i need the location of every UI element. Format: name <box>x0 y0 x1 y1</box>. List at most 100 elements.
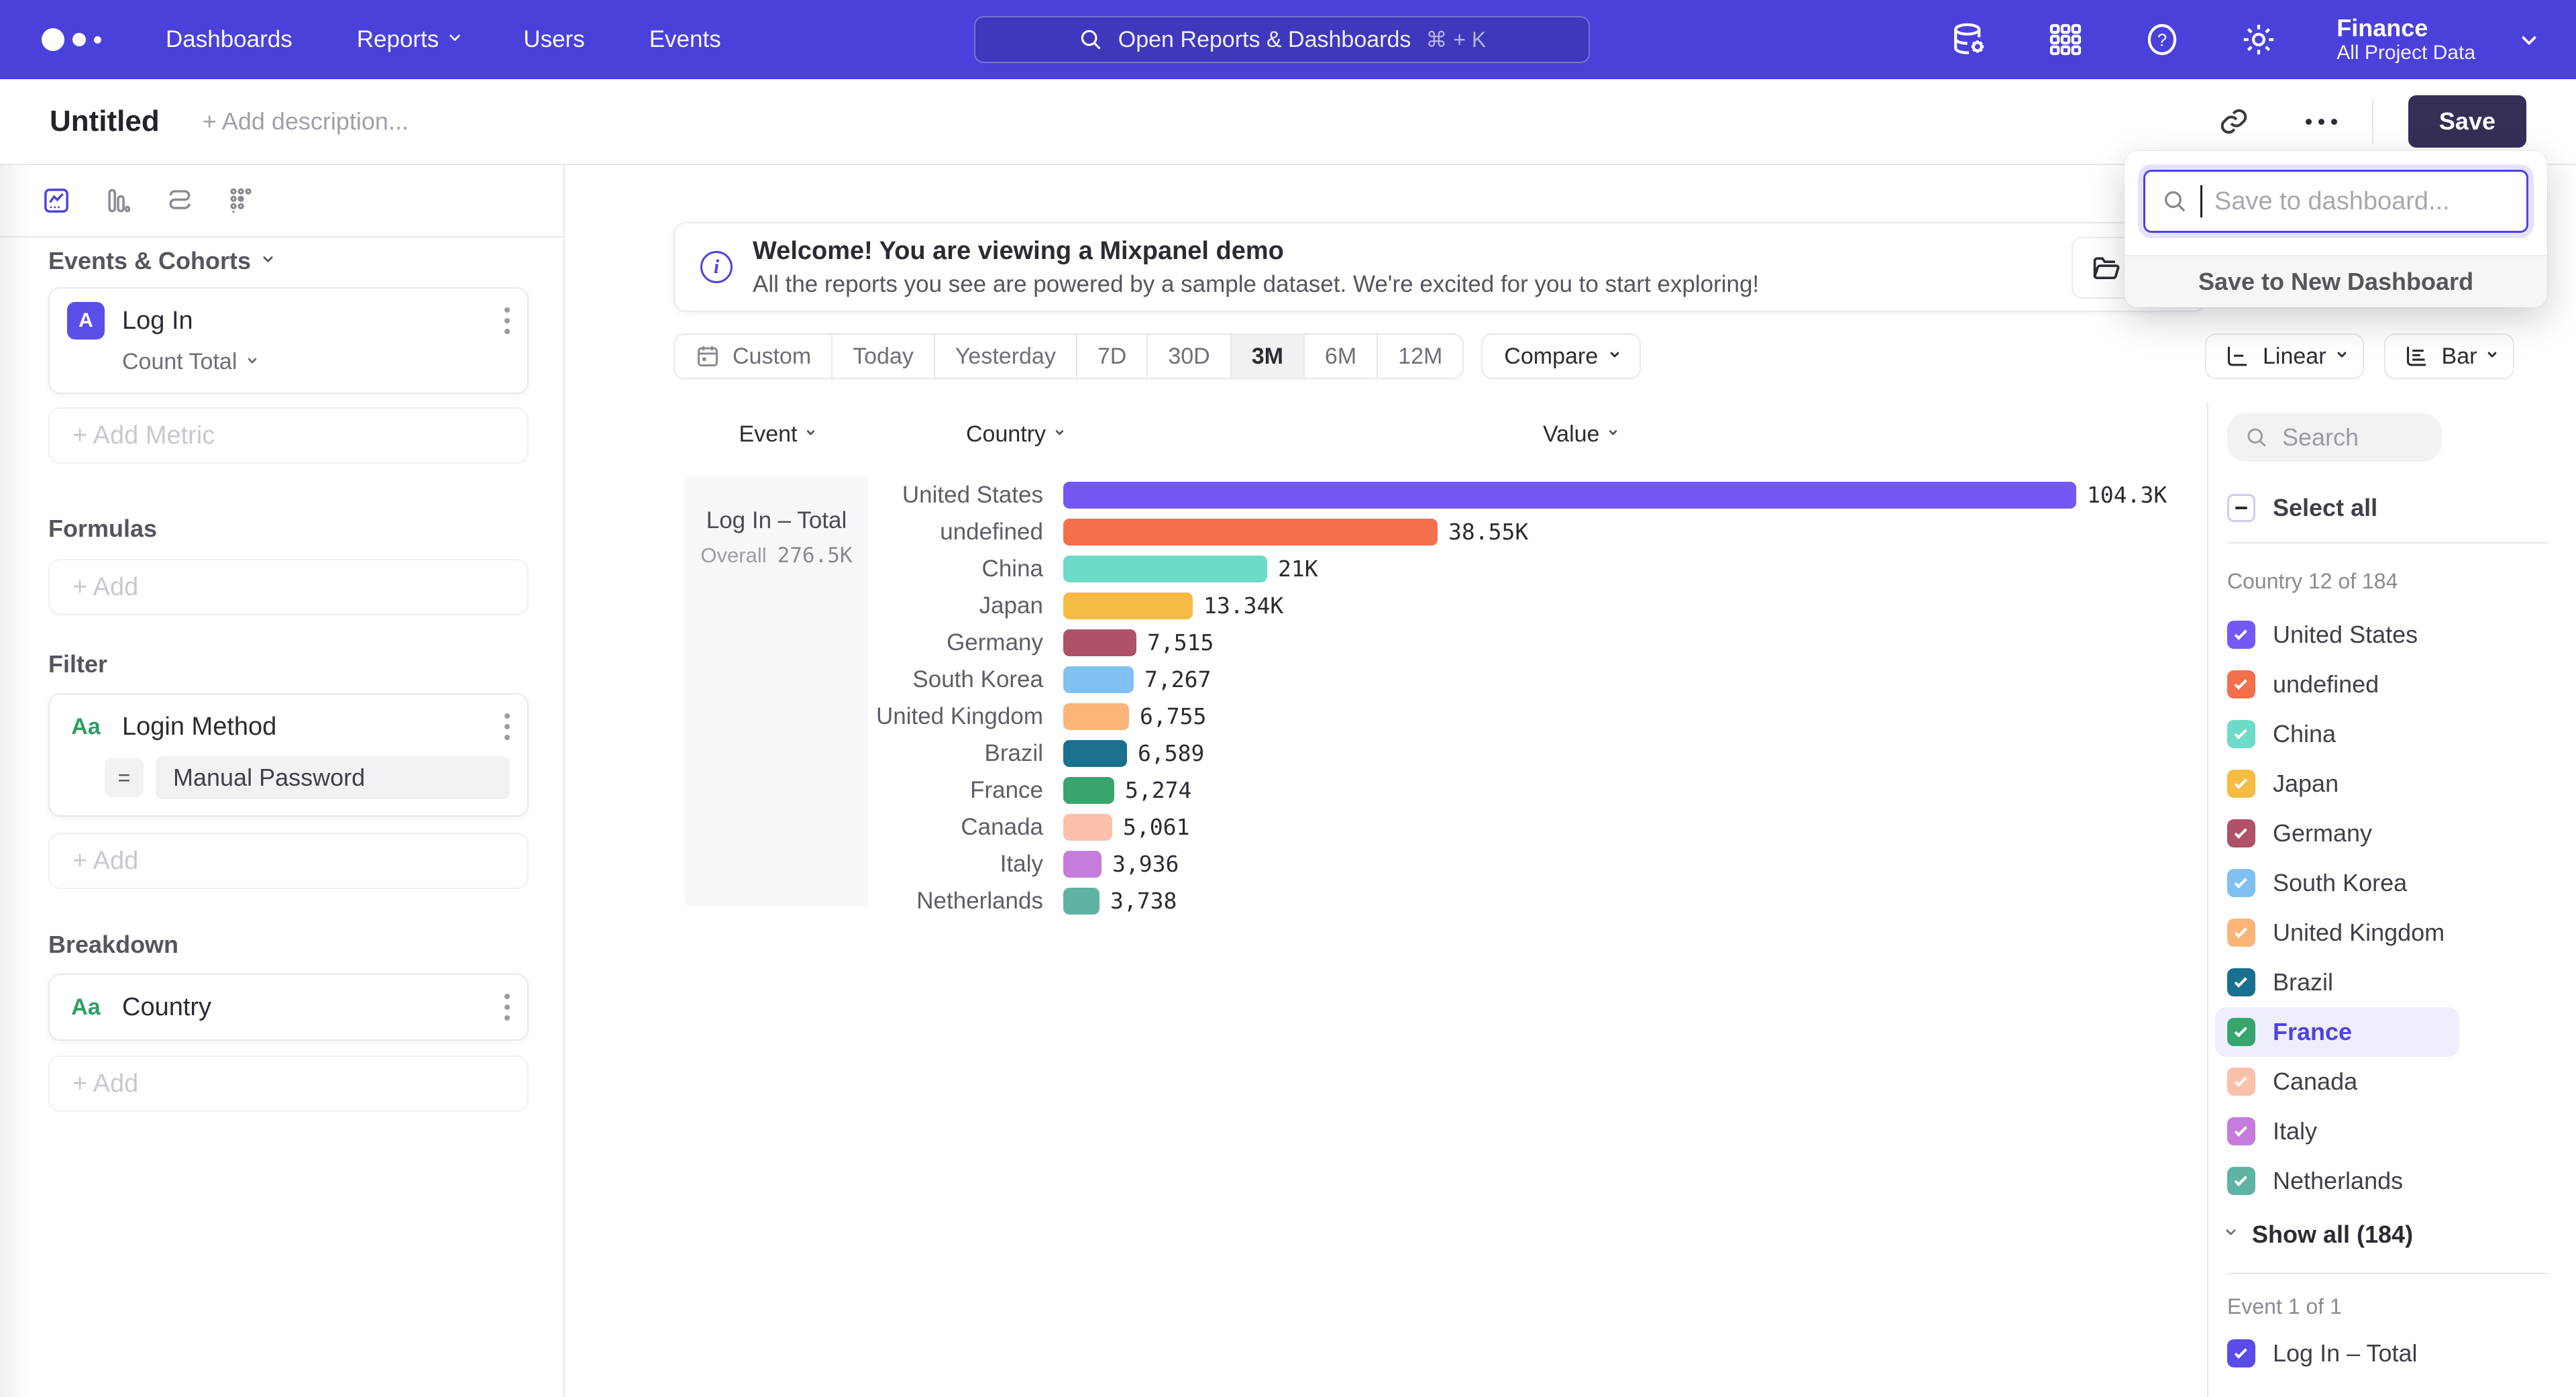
add-formula-button[interactable]: + Add <box>48 559 529 615</box>
breakdown-kebab-menu[interactable] <box>504 994 510 1021</box>
filter-card-login-method[interactable]: Aa Login Method = Manual Password <box>48 693 529 817</box>
metric-name[interactable]: Log In <box>122 307 487 335</box>
country-filter-item[interactable]: Netherlands <box>2215 1156 2459 1206</box>
range-3m[interactable]: 3M <box>1232 335 1305 378</box>
country-filter-item[interactable]: Brazil <box>2215 958 2459 1007</box>
more-options-button[interactable] <box>2306 119 2337 125</box>
tab-flows[interactable] <box>165 186 195 215</box>
event-filter-checkbox[interactable] <box>2227 1339 2255 1367</box>
nav-item-events[interactable]: Events <box>649 26 721 53</box>
tab-funnels[interactable] <box>103 186 133 215</box>
column-header-event[interactable]: Event <box>684 421 869 448</box>
range-12m[interactable]: 12M <box>1378 335 1462 378</box>
save-button[interactable]: Save <box>2408 95 2526 148</box>
country-filter-checkbox[interactable] <box>2227 670 2255 698</box>
chart-bar[interactable] <box>1063 519 1438 546</box>
range-custom[interactable]: Custom <box>675 335 833 378</box>
country-filter-item[interactable]: United Kingdom <box>2215 908 2459 958</box>
filter-value[interactable]: Manual Password <box>156 756 510 799</box>
nav-menu: Dashboards Reports Users Events <box>166 26 721 53</box>
country-filter-checkbox[interactable] <box>2227 720 2255 748</box>
data-management-icon[interactable] <box>1950 21 1988 58</box>
chart-bar[interactable] <box>1063 777 1114 804</box>
add-description-button[interactable]: + Add description... <box>203 107 409 136</box>
country-filter-checkbox[interactable] <box>2227 1167 2255 1195</box>
country-filter-item[interactable]: Germany <box>2215 809 2459 858</box>
chart-bar[interactable] <box>1063 851 1102 878</box>
country-filter-item[interactable]: Canada <box>2215 1057 2459 1106</box>
legend-search-input[interactable]: Search <box>2227 413 2442 462</box>
chart-bar[interactable] <box>1063 629 1136 656</box>
country-filter-item[interactable]: China <box>2215 709 2459 759</box>
save-to-new-dashboard-button[interactable]: Save to New Dashboard <box>2125 255 2547 307</box>
chart-row-label: Brazil <box>869 740 1063 767</box>
country-filter-checkbox[interactable] <box>2227 621 2255 649</box>
add-metric-button[interactable]: + Add Metric <box>48 407 529 464</box>
overall-value: 276.5K <box>777 544 853 568</box>
section-events-cohorts[interactable]: Events & Cohorts <box>48 247 529 275</box>
tab-insights[interactable] <box>42 186 71 215</box>
country-filter-item[interactable]: undefined <box>2215 660 2459 709</box>
nav-item-dashboards[interactable]: Dashboards <box>166 26 292 53</box>
nav-item-reports[interactable]: Reports <box>357 26 460 53</box>
country-filter-checkbox[interactable] <box>2227 968 2255 996</box>
country-filter-checkbox[interactable] <box>2227 1018 2255 1046</box>
chart-bar[interactable] <box>1063 556 1267 582</box>
range-yesterday[interactable]: Yesterday <box>935 335 1077 378</box>
range-today[interactable]: Today <box>833 335 935 378</box>
nav-item-users[interactable]: Users <box>523 26 584 53</box>
show-all-button[interactable]: Show all (184) <box>2227 1221 2549 1249</box>
mixpanel-logo[interactable] <box>42 28 101 51</box>
help-icon[interactable]: ? <box>2143 21 2181 58</box>
filter-kebab-menu[interactable] <box>504 713 510 740</box>
country-filter-checkbox[interactable] <box>2227 919 2255 947</box>
chart-bar[interactable] <box>1063 740 1127 767</box>
chart-bar[interactable] <box>1063 814 1112 841</box>
country-filter-checkbox[interactable] <box>2227 1117 2255 1145</box>
range-7d[interactable]: 7D <box>1077 335 1148 378</box>
country-filter-checkbox[interactable] <box>2227 869 2255 897</box>
apps-grid-icon[interactable] <box>2047 21 2084 58</box>
country-filter-item[interactable]: France <box>2215 1007 2459 1057</box>
column-header-value[interactable]: Value <box>1543 421 1616 448</box>
tab-retention[interactable] <box>227 186 256 215</box>
chart-bar[interactable] <box>1063 482 2076 509</box>
metric-card-log-in[interactable]: A Log In Count Total <box>48 287 529 394</box>
search-icon <box>2161 188 2188 215</box>
country-filter-item[interactable]: South Korea <box>2215 858 2459 908</box>
chart-type-selector[interactable]: Bar <box>2384 333 2515 379</box>
report-title[interactable]: Untitled <box>50 105 160 138</box>
country-filter-checkbox[interactable] <box>2227 1068 2255 1096</box>
metric-kebab-menu[interactable] <box>504 307 510 334</box>
copy-link-icon[interactable] <box>2218 106 2249 137</box>
breakdown-card-country[interactable]: Aa Country <box>48 974 529 1041</box>
filter-operator[interactable]: = <box>105 758 144 797</box>
filter-property-name[interactable]: Login Method <box>122 713 487 741</box>
settings-gear-icon[interactable] <box>2240 21 2277 58</box>
add-filter-button[interactable]: + Add <box>48 833 529 889</box>
global-search-button[interactable]: Open Reports & Dashboards ⌘ + K <box>974 16 1590 63</box>
chart-bar[interactable] <box>1063 888 1099 915</box>
compare-button[interactable]: Compare <box>1481 333 1641 379</box>
chart-bar[interactable] <box>1063 703 1129 730</box>
country-filter-item[interactable]: Italy <box>2215 1106 2459 1156</box>
country-filter-item[interactable]: United States <box>2215 610 2459 660</box>
range-6m[interactable]: 6M <box>1305 335 1378 378</box>
breakdown-property-name[interactable]: Country <box>122 993 487 1022</box>
add-breakdown-button[interactable]: + Add <box>48 1055 529 1112</box>
scale-selector[interactable]: Linear <box>2205 333 2364 379</box>
column-header-country[interactable]: Country <box>966 421 1063 448</box>
select-all-row[interactable]: Select all <box>2227 494 2549 522</box>
project-chevron-icon[interactable] <box>2522 30 2537 46</box>
country-filter-checkbox[interactable] <box>2227 819 2255 847</box>
chart-bar[interactable] <box>1063 666 1134 693</box>
select-all-checkbox[interactable] <box>2227 494 2255 522</box>
dashboard-search-input[interactable]: Save to dashboard... <box>2143 170 2528 233</box>
project-selector[interactable]: Finance All Project Data <box>2337 14 2475 65</box>
metric-aggregation[interactable]: Count Total <box>122 349 510 375</box>
range-30d[interactable]: 30D <box>1148 335 1231 378</box>
event-filter-item[interactable]: Log In – Total <box>2215 1329 2459 1378</box>
country-filter-item[interactable]: Japan <box>2215 759 2459 809</box>
country-filter-checkbox[interactable] <box>2227 770 2255 798</box>
chart-bar[interactable] <box>1063 592 1193 619</box>
